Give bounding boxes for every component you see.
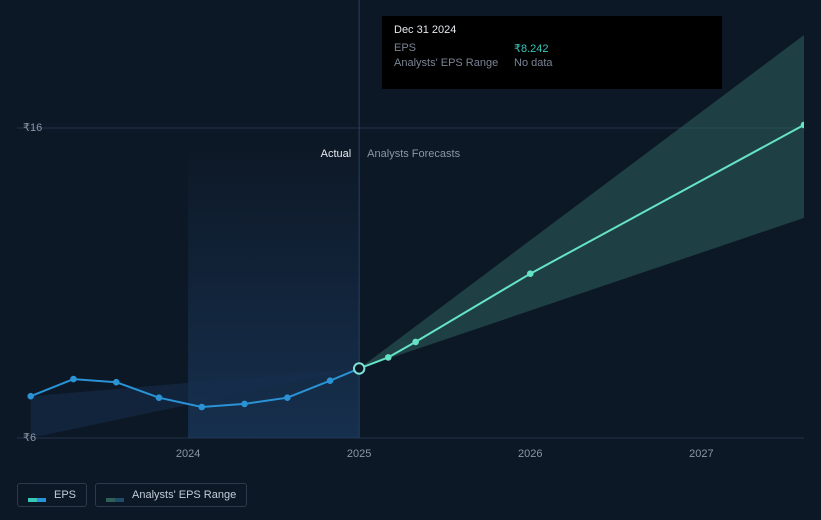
chart-tooltip: Dec 31 2024 EPS ₹8.242 Analysts' EPS Ran… — [382, 16, 722, 89]
region-label-actual: Actual — [321, 148, 352, 160]
tooltip-row-eps: EPS ₹8.242 — [394, 42, 710, 55]
legend-swatch-icon — [28, 491, 46, 499]
x-axis-tick-label: 2025 — [347, 448, 371, 460]
tooltip-key: Analysts' EPS Range — [394, 57, 514, 69]
tooltip-key: EPS — [394, 42, 514, 55]
tooltip-value: No data — [514, 57, 553, 69]
legend-item-range[interactable]: Analysts' EPS Range — [95, 483, 247, 507]
y-axis-tick-label: ₹6 — [23, 431, 36, 444]
tooltip-value: ₹8.242 — [514, 42, 549, 55]
legend: EPS Analysts' EPS Range — [17, 483, 247, 507]
x-axis-tick-label: 2024 — [176, 448, 200, 460]
tooltip-date: Dec 31 2024 — [394, 24, 710, 36]
x-axis-tick-label: 2026 — [518, 448, 542, 460]
y-axis-tick-label: ₹16 — [23, 121, 42, 134]
region-label-forecast: Analysts Forecasts — [367, 148, 460, 160]
legend-item-eps[interactable]: EPS — [17, 483, 87, 507]
tooltip-row-range: Analysts' EPS Range No data — [394, 57, 710, 69]
x-axis-tick-label: 2027 — [689, 448, 713, 460]
legend-swatch-icon — [106, 491, 124, 499]
legend-label: Analysts' EPS Range — [132, 489, 236, 501]
legend-label: EPS — [54, 489, 76, 501]
